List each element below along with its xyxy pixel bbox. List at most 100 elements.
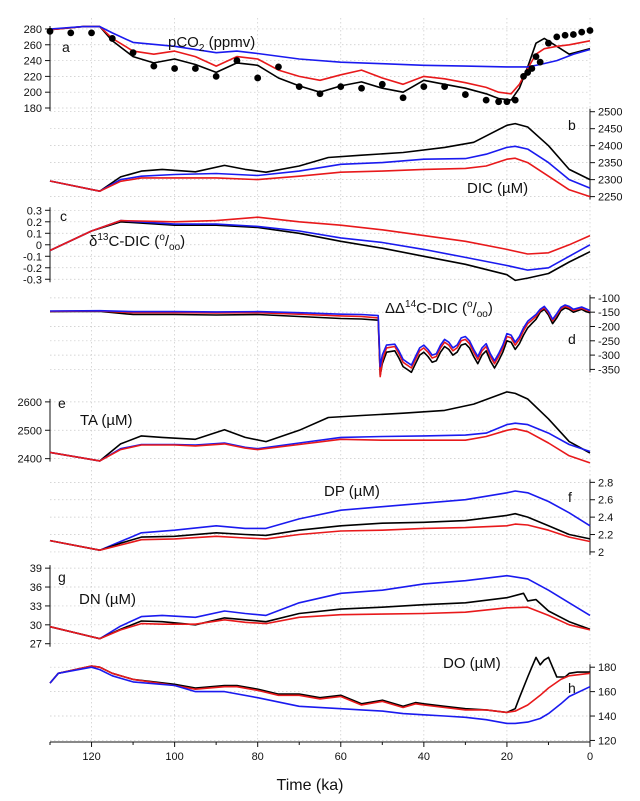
series-line-e-black <box>49 391 591 462</box>
y-tick-label: 36 <box>30 582 42 594</box>
panel-letter-a: a <box>62 39 70 55</box>
y-tick-label: 2.4 <box>598 512 613 524</box>
series-line-d-blue <box>49 304 591 368</box>
data-point-a <box>578 28 586 36</box>
y-tick-label: 33 <box>30 601 42 613</box>
grid-layer <box>50 18 591 742</box>
y-tick-label: 2300 <box>598 175 622 187</box>
y-tick-label: 2.2 <box>598 530 613 542</box>
data-point-a <box>67 29 75 37</box>
y-tick-label: 120 <box>598 735 616 747</box>
series-line-h-red <box>49 665 591 714</box>
data-point-a <box>536 58 544 66</box>
x-tick-label: 20 <box>501 751 513 763</box>
series-line-g-red <box>49 606 591 640</box>
y-tick-label: -150 <box>598 307 620 319</box>
y-tick-label: 2400 <box>18 454 42 466</box>
data-point-a <box>295 83 303 91</box>
y-tick-label: 2350 <box>598 158 622 170</box>
y-tick-label: 2500 <box>18 425 42 437</box>
panel-title-d: ΔΔ14C-DIC (o/oo) <box>385 299 493 320</box>
series-line-g-black <box>49 592 591 640</box>
series-line-c-blue <box>49 219 591 271</box>
data-point-a <box>569 31 577 38</box>
data-point-a <box>532 53 540 61</box>
series-line-h-black <box>49 656 590 714</box>
series-line-e-red <box>49 428 591 464</box>
data-point-a <box>171 65 179 72</box>
data-point-a <box>378 80 386 88</box>
panel-title-h: DO (µM) <box>443 655 501 672</box>
y-tick-label: 280 <box>24 24 42 36</box>
panel-letter-b: b <box>568 117 576 133</box>
data-point-a <box>528 65 536 72</box>
data-point-a <box>233 57 241 64</box>
y-tick-label: 2.8 <box>598 477 613 489</box>
label-layer: Time (ka) a pCO2 (ppmv) b DIC (µM) c δ13C-DIC… <box>58 34 576 794</box>
data-point-a <box>254 74 262 82</box>
data-point-a <box>495 98 503 106</box>
series-line-f-red <box>49 523 591 551</box>
series-line-b-blue <box>49 145 591 192</box>
data-point-a <box>482 96 490 104</box>
data-point-a <box>212 72 220 80</box>
x-tick-label: 60 <box>335 751 347 763</box>
data-point-a <box>150 62 158 70</box>
y-tick-label: -0.1 <box>23 251 42 263</box>
series-line-b-black <box>49 122 591 192</box>
panel-title-b: DIC (µM) <box>467 180 528 197</box>
y-tick-label: 240 <box>24 56 42 68</box>
data-point-a <box>461 91 469 98</box>
y-tick-label: 2250 <box>598 192 622 204</box>
data-point-a <box>511 96 519 104</box>
panel-letter-g: g <box>58 569 66 585</box>
series-line-c-black <box>49 221 591 282</box>
y-tick-label: 180 <box>24 103 42 115</box>
y-tick-label: 27 <box>30 639 42 651</box>
y-tick-label: 220 <box>24 71 42 83</box>
data-point-a <box>358 84 365 92</box>
panel-title-f: DP (µM) <box>324 483 380 500</box>
panel-letter-f: f <box>568 489 572 505</box>
x-axis-title: Time (ka) <box>277 777 344 794</box>
axis-layer: 120 100 80 60 40 20 01802002202402602802250230… <box>18 24 623 763</box>
y-tick-label: 2600 <box>18 397 42 409</box>
series-line-h-blue <box>49 666 591 725</box>
data-point-a <box>191 65 199 72</box>
x-tick-label: 0 <box>587 751 593 763</box>
series-line-a-black <box>49 25 591 101</box>
panel-title-g: DN (µM) <box>79 591 136 608</box>
data-point-a <box>586 27 594 34</box>
y-tick-label: 2500 <box>598 107 622 119</box>
data-point-a <box>561 31 569 39</box>
panel-letter-e: e <box>58 395 66 411</box>
data-point-a <box>316 90 324 98</box>
y-tick-label: -300 <box>598 350 620 362</box>
y-tick-label: 2400 <box>598 141 622 153</box>
y-tick-label: -0.3 <box>23 274 42 286</box>
y-tick-label: 0 <box>36 240 42 252</box>
y-tick-label: 2.6 <box>598 495 613 507</box>
panel-letter-c: c <box>60 208 67 224</box>
data-point-a <box>399 94 407 102</box>
panel-title-c: δ13C-DIC (o/oo) <box>89 232 185 253</box>
x-tick-label: 100 <box>165 751 183 763</box>
data-point-a <box>88 29 95 37</box>
panel-title-e: TA (µM) <box>80 412 133 429</box>
series-line-g-blue <box>49 574 591 640</box>
data-point-a <box>545 39 552 47</box>
series-line-b-red <box>49 157 591 198</box>
y-tick-label: 140 <box>598 711 616 723</box>
y-tick-label: 0.1 <box>27 228 42 240</box>
data-point-a <box>420 83 428 91</box>
y-tick-label: 0.3 <box>27 205 42 217</box>
y-tick-label: 0.2 <box>27 217 42 229</box>
panel-letter-d: d <box>568 331 576 347</box>
series-line-c-red <box>49 216 591 255</box>
y-tick-label: -200 <box>598 321 620 333</box>
data-point-a <box>337 83 345 91</box>
panel-letter-h: h <box>568 680 576 696</box>
series-line-a-red <box>49 25 591 95</box>
data-point-a <box>441 83 449 91</box>
